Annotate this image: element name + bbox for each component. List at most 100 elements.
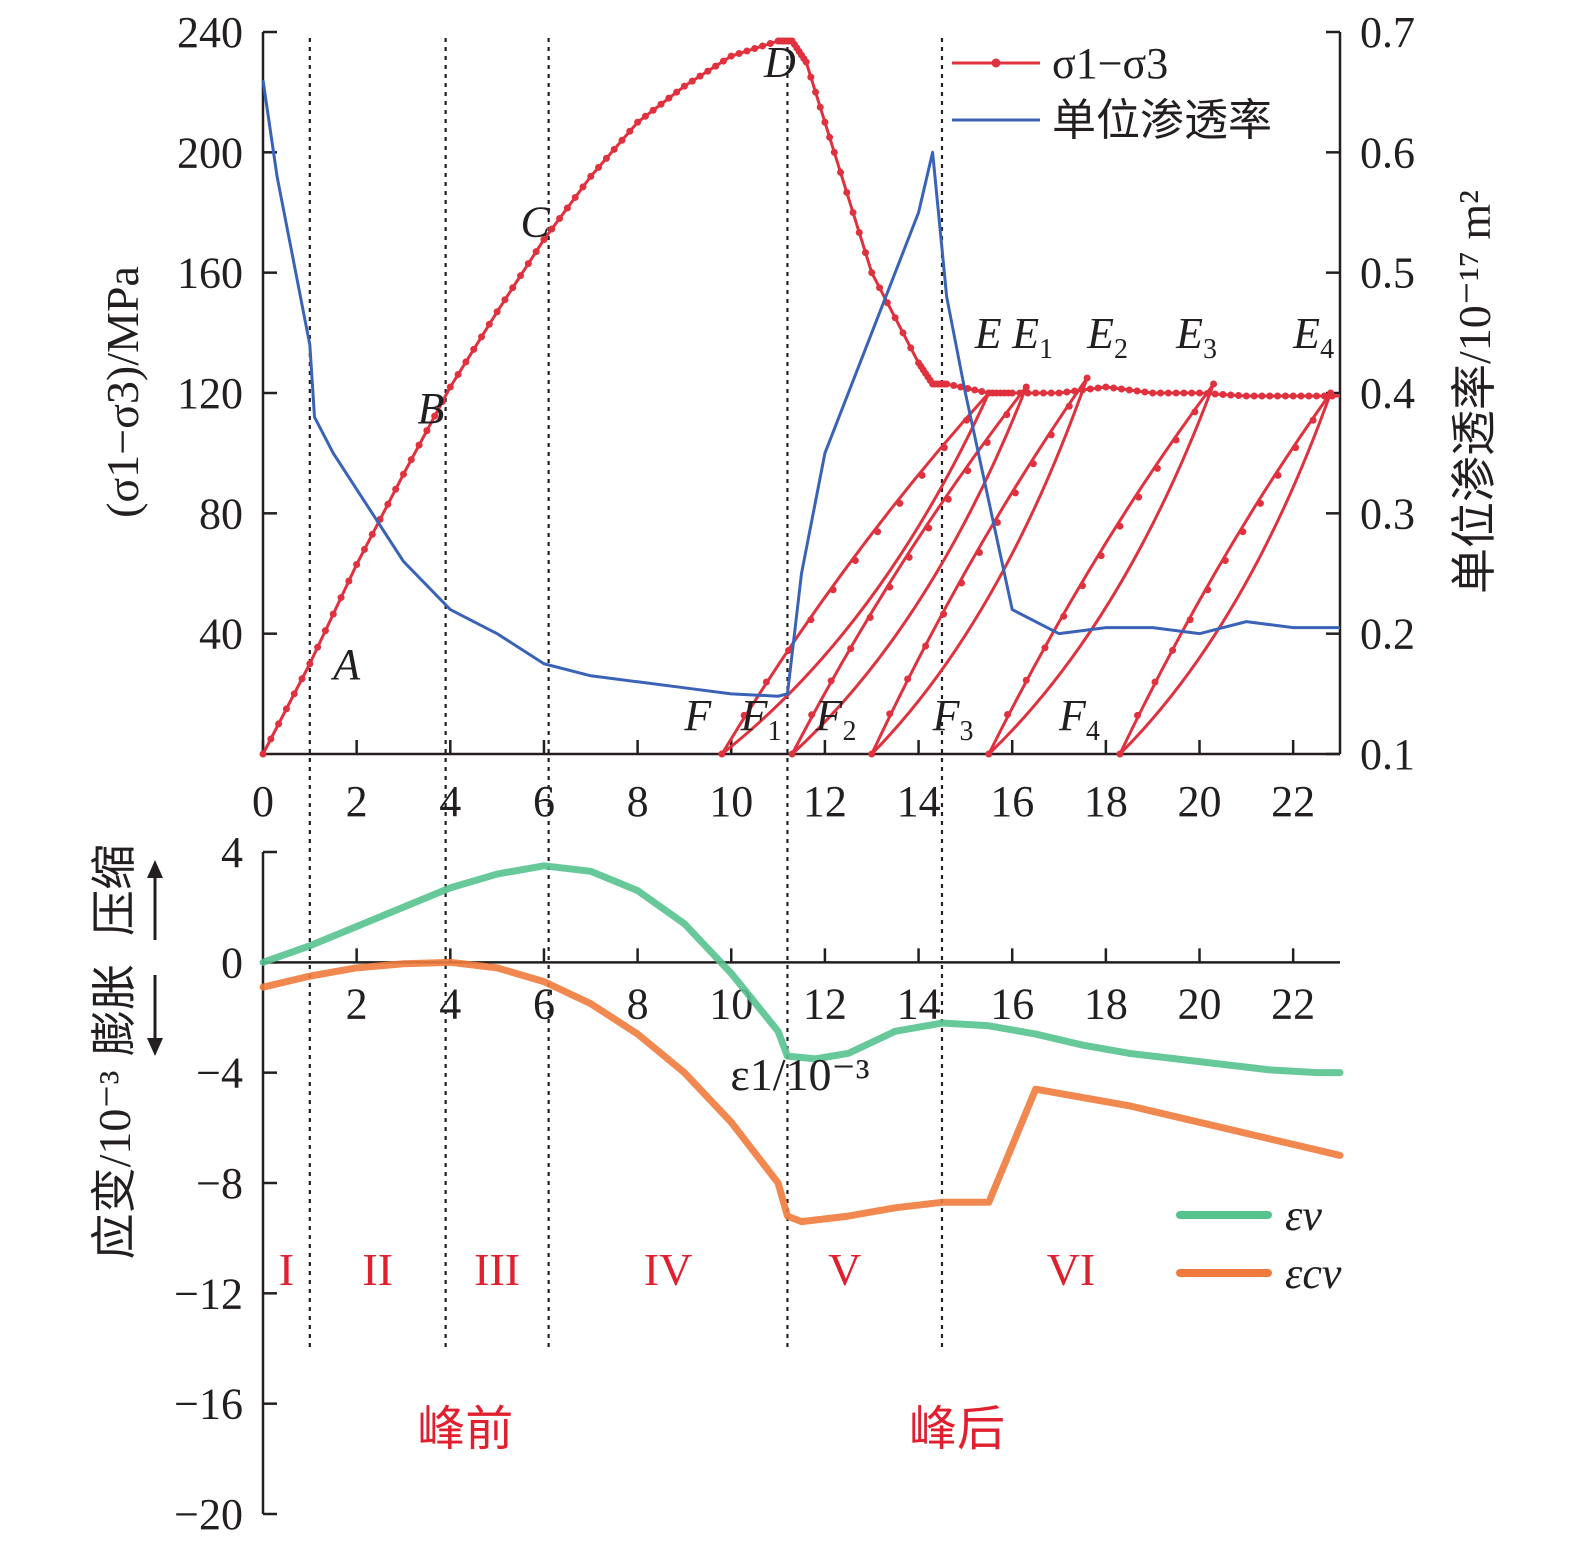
- deviatoric-stress-marker: [1078, 386, 1086, 394]
- point-label: F4: [1058, 691, 1100, 747]
- deviatoric-stress-marker: [1086, 385, 1094, 393]
- deviatoric-stress-marker: [353, 560, 361, 568]
- deviatoric-stress-marker: [673, 88, 681, 96]
- deviatoric-stress-marker: [275, 720, 283, 728]
- point-label-subscript: 1: [1039, 334, 1053, 365]
- loop-marker: [740, 711, 748, 719]
- x-tick-label: 6: [533, 777, 555, 826]
- deviatoric-stress-marker: [1258, 392, 1266, 400]
- deviatoric-stress-marker: [595, 163, 603, 171]
- deviatoric-stress-marker: [1047, 389, 1055, 397]
- loop-marker: [1011, 489, 1019, 497]
- loop-marker: [874, 528, 882, 536]
- deviatoric-stress-marker: [1110, 384, 1118, 392]
- x-tick-label: 8: [627, 777, 649, 826]
- deviatoric-stress-marker: [802, 58, 810, 66]
- strain-y-tick-label: 0: [221, 938, 243, 987]
- expansion-label: 膨胀: [89, 964, 140, 1056]
- loop-marker: [940, 444, 948, 452]
- deviatoric-stress-marker: [462, 358, 470, 366]
- stage-label: VI: [1047, 1244, 1096, 1295]
- ecv-line: [259, 958, 1344, 1226]
- loop-marker: [1210, 380, 1218, 388]
- deviatoric-stress-marker: [1141, 388, 1149, 396]
- deviatoric-stress-marker: [524, 260, 532, 268]
- right-y-tick-label: 0.3: [1360, 489, 1415, 538]
- loop-marker: [983, 439, 991, 447]
- deviatoric-stress-marker: [579, 183, 587, 191]
- deviatoric-stress-marker: [727, 52, 735, 60]
- deviatoric-stress-marker: [704, 67, 712, 75]
- loop-marker: [1186, 616, 1194, 624]
- deviatoric-stress-marker: [807, 73, 815, 81]
- left-axis-title: (σ1−σ3)/MPa: [97, 266, 148, 518]
- x-tick-label: 0: [252, 777, 274, 826]
- point-label: D: [763, 38, 796, 87]
- deviatoric-stress-marker: [634, 118, 642, 126]
- deviatoric-stress-marker: [1172, 389, 1180, 397]
- deviatoric-stress-marker: [1188, 389, 1196, 397]
- deviatoric-stress-marker: [321, 627, 329, 635]
- deviatoric-stress-marker: [571, 193, 579, 201]
- deviatoric-stress-marker: [950, 381, 958, 389]
- deviatoric-stress-marker: [509, 284, 517, 292]
- deviatoric-stress-marker: [735, 50, 743, 58]
- loop-marker: [1022, 676, 1030, 684]
- loop-marker: [1133, 711, 1141, 719]
- deviatoric-stress-marker: [485, 320, 493, 328]
- loop-marker: [925, 524, 933, 532]
- stage-boundary-lines: [308, 38, 944, 1350]
- deviatoric-stress-marker: [907, 344, 915, 352]
- deviatoric-stress-marker: [657, 100, 665, 108]
- point-label: E4: [1292, 309, 1334, 365]
- deviatoric-stress-marker: [1125, 386, 1133, 394]
- deviatoric-stress-marker: [876, 284, 884, 292]
- loop-marker: [896, 499, 904, 507]
- deviatoric-stress-marker: [712, 62, 720, 70]
- strain-y-tick-label: −12: [174, 1269, 243, 1318]
- loop-marker: [1078, 582, 1086, 590]
- loop-marker: [1169, 646, 1177, 654]
- point-label: E1: [1011, 309, 1053, 365]
- deviatoric-stress-marker: [626, 127, 634, 135]
- loop-marker: [922, 642, 930, 650]
- point-label-subscript: 4: [1086, 716, 1100, 747]
- deviatoric-stress-marker: [1328, 392, 1336, 400]
- loop-marker: [886, 710, 894, 718]
- point-label-subscript: 1: [768, 716, 782, 747]
- deviatoric-stress-marker: [470, 345, 478, 353]
- deviatoric-stress-marker: [501, 296, 509, 304]
- loop-marker: [1041, 644, 1049, 652]
- left-y-tick-label: 40: [199, 610, 243, 659]
- deviatoric-stress-marker: [1227, 391, 1235, 399]
- loop-marker: [905, 553, 913, 561]
- loop-marker: [1309, 416, 1317, 424]
- deviatoric-stress-marker: [1219, 391, 1227, 399]
- loop-marker: [785, 646, 793, 654]
- deviatoric-stress-marker: [1313, 392, 1321, 400]
- loop-marker: [847, 645, 855, 653]
- strain-y-tick-label: −16: [174, 1380, 243, 1429]
- point-label: E: [974, 309, 1002, 358]
- deviatoric-stress-marker: [1133, 387, 1141, 395]
- loop-marker: [718, 750, 726, 758]
- stage-label: I: [279, 1244, 294, 1295]
- loop-marker: [1004, 710, 1012, 718]
- point-label-subscript: 3: [1203, 334, 1217, 365]
- strain-y-tick-label: −8: [196, 1159, 243, 1208]
- bottom-axes: 2 4 6 8 10 12 14 16 18 20 22 4 0 −4 −8 −12 −16 −20: [174, 828, 1340, 1539]
- left-y-tick-label: 240: [177, 8, 243, 57]
- right-y-tick-label: 0.2: [1360, 610, 1415, 659]
- deviatoric-stress-marker: [843, 188, 851, 196]
- loop-marker: [1083, 374, 1091, 382]
- loop-marker: [1221, 557, 1229, 565]
- strain-x-tick-label: 12: [803, 979, 847, 1028]
- deviatoric-stress-marker: [610, 145, 618, 153]
- point-label: E2: [1086, 309, 1128, 365]
- deviatoric-stress-marker: [680, 82, 688, 90]
- loop-marker: [886, 583, 894, 591]
- legend-label-permeability: 单位渗透率: [1052, 96, 1272, 145]
